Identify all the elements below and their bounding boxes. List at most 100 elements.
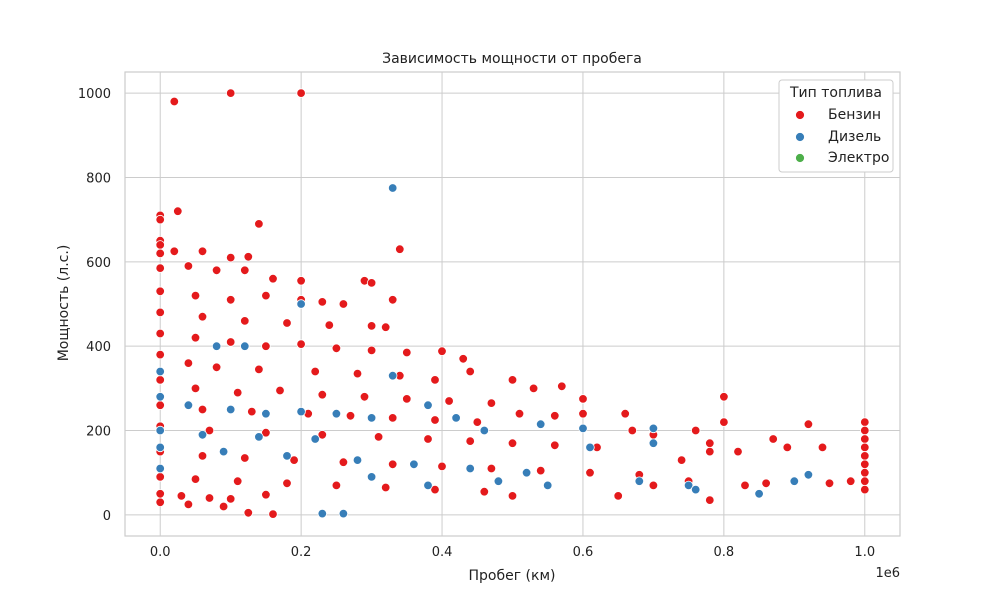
data-point (204, 425, 215, 436)
data-point (768, 434, 778, 444)
data-point (218, 446, 229, 457)
data-point (514, 409, 525, 419)
data-point (430, 375, 440, 385)
data-point (317, 297, 328, 307)
data-point (232, 476, 243, 486)
data-point (197, 312, 208, 322)
data-point (183, 261, 194, 271)
legend: Тип топлива Бензин Дизель Электро (778, 79, 894, 173)
data-point (402, 347, 412, 358)
data-point (691, 425, 701, 436)
y-axis-ticks: 0 200 400 600 800 1000 (78, 87, 111, 524)
data-point (423, 480, 433, 491)
data-point (324, 320, 335, 330)
legend-label-electric: Электро (828, 150, 889, 166)
data-point (543, 480, 553, 491)
data-point (225, 337, 236, 347)
data-point (366, 345, 377, 356)
series-Дизель (155, 183, 814, 519)
data-point (225, 494, 236, 504)
y-tick-label: 0 (103, 509, 111, 524)
data-point (846, 476, 856, 486)
data-point (782, 442, 793, 453)
legend-label-petrol: Бензин (828, 107, 881, 123)
data-point (240, 341, 250, 351)
data-point (860, 468, 870, 478)
data-point (465, 436, 475, 446)
data-point (282, 478, 292, 489)
data-point (388, 371, 398, 381)
data-point (211, 265, 222, 276)
data-point (395, 244, 405, 254)
data-point (190, 474, 201, 484)
data-point (705, 495, 715, 505)
chart-title: Зависимость мощности от пробега (382, 51, 642, 67)
data-point (197, 451, 208, 461)
data-point (437, 461, 447, 472)
data-point (225, 88, 236, 98)
legend-box (778, 79, 894, 173)
data-point (155, 392, 165, 402)
data-point (331, 480, 342, 491)
data-point (620, 409, 630, 419)
data-point (754, 489, 764, 499)
data-point (190, 383, 201, 394)
data-point (507, 375, 518, 385)
data-point (317, 390, 328, 400)
data-point (388, 295, 398, 305)
data-point (423, 434, 433, 444)
legend-marker-electric (795, 153, 805, 163)
data-point (197, 404, 208, 415)
data-point (373, 432, 384, 442)
data-point (366, 472, 377, 482)
data-point (338, 508, 349, 519)
data-point (225, 252, 236, 263)
y-tick-label: 400 (86, 340, 111, 355)
data-point (860, 476, 870, 486)
x-axis-offset-label: 1e6 (875, 566, 900, 581)
data-point (486, 398, 497, 408)
data-point (585, 442, 595, 453)
data-point (190, 333, 201, 343)
data-point (381, 322, 391, 332)
data-point (578, 423, 588, 434)
data-point (613, 491, 623, 501)
data-point (282, 451, 292, 461)
data-point (155, 366, 165, 377)
data-point (240, 265, 250, 276)
data-point (155, 286, 165, 297)
legend-marker-diesel (795, 132, 805, 142)
data-point (465, 366, 475, 377)
data-point (803, 470, 814, 480)
data-point (557, 381, 567, 392)
data-point (550, 411, 560, 421)
data-point (296, 299, 306, 309)
data-point (197, 430, 208, 440)
data-point (155, 248, 165, 259)
data-point (211, 341, 222, 351)
data-point (740, 480, 750, 491)
data-point (719, 417, 729, 427)
data-point (352, 368, 363, 379)
x-tick-label: 0.8 (714, 545, 735, 560)
series-Бензин (155, 88, 870, 519)
data-point (261, 290, 271, 301)
legend-label-diesel: Дизель (828, 129, 881, 145)
data-point (388, 459, 398, 470)
data-point (225, 404, 236, 415)
data-point (225, 295, 236, 305)
data-point (155, 263, 165, 273)
data-point (190, 290, 201, 301)
data-point (648, 438, 659, 448)
data-point (331, 343, 342, 354)
data-point (289, 455, 299, 465)
data-point (803, 419, 814, 429)
data-point (243, 508, 254, 518)
data-point (423, 400, 433, 410)
data-point (254, 364, 264, 375)
data-point (296, 406, 306, 417)
data-point (860, 459, 870, 470)
data-point (719, 392, 729, 402)
data-point (824, 478, 835, 489)
